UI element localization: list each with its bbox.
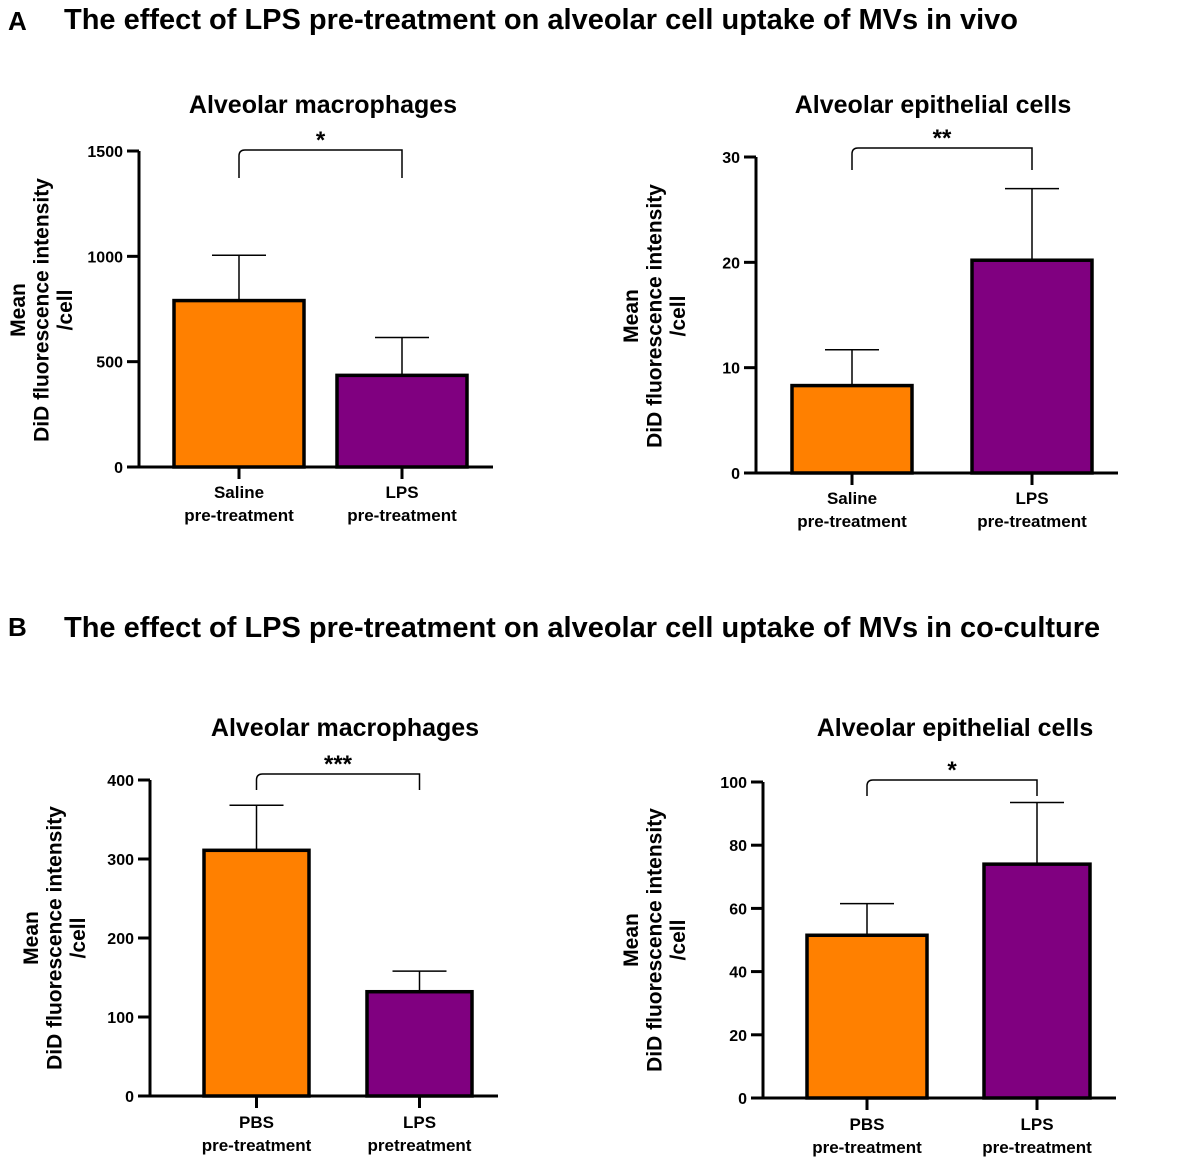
chart-title: Alveolar epithelial cells <box>817 714 1094 742</box>
bar <box>202 848 311 1098</box>
panel-letter-a: A <box>8 6 27 36</box>
y-tick-label: 1000 <box>87 249 123 266</box>
x-category-label: LPS <box>385 483 418 502</box>
y-axis-label-line: /cell <box>667 920 690 961</box>
x-category-label: pre-treatment <box>982 1138 1092 1157</box>
y-axis-label-line: DiD fluorescence intensity <box>30 178 53 442</box>
bar <box>805 933 929 1100</box>
y-tick-label: 20 <box>722 255 740 272</box>
significance-marker: * <box>947 757 957 784</box>
y-tick-label: 500 <box>96 355 123 372</box>
significance-bracket <box>238 149 403 178</box>
significance-marker: * <box>316 127 326 154</box>
significance-marker: ** <box>933 125 952 152</box>
y-tick-label: 100 <box>720 775 747 792</box>
y-axis-label: MeanDiD fluorescence intensity/cell <box>620 184 690 448</box>
bar <box>335 373 469 469</box>
y-axis-label-line: /cell <box>54 290 77 331</box>
y-tick-label: 0 <box>114 460 123 477</box>
y-axis-label: MeanDiD fluorescence intensity/cell <box>20 806 90 1070</box>
x-category-label: pre-treatment <box>184 506 294 525</box>
y-tick-label: 20 <box>729 1028 747 1045</box>
x-category-label: pre-treatment <box>347 506 457 525</box>
y-tick-label: 10 <box>722 361 740 378</box>
significance-marker: *** <box>324 751 353 778</box>
y-tick-label: 300 <box>107 852 134 869</box>
bar <box>970 258 1094 475</box>
y-axis-label: MeanDiD fluorescence intensity/cell <box>620 808 690 1072</box>
y-tick-label: 30 <box>722 150 740 167</box>
y-axis-label-line: DiD fluorescence intensity <box>643 808 666 1072</box>
y-tick-label: 1500 <box>87 144 123 161</box>
y-tick-label: 200 <box>107 931 134 948</box>
x-category-label: pretreatment <box>368 1136 472 1155</box>
chart-title: Alveolar epithelial cells <box>795 91 1072 119</box>
significance-bracket <box>851 147 1033 170</box>
bar <box>172 298 306 469</box>
x-category-label: pre-treatment <box>977 512 1087 531</box>
y-tick-label: 400 <box>107 773 134 790</box>
panel-letter-b: B <box>8 612 27 642</box>
x-category-label: PBS <box>850 1115 885 1134</box>
y-tick-label: 40 <box>729 965 747 982</box>
x-category-label: PBS <box>239 1113 274 1132</box>
y-tick-label: 80 <box>729 838 747 855</box>
panel-title-a: The effect of LPS pre-treatment on alveo… <box>64 4 1018 36</box>
y-tick-label: 100 <box>107 1010 134 1027</box>
x-category-label: pre-treatment <box>797 512 907 531</box>
y-axis-label: MeanDiD fluorescence intensity/cell <box>7 178 77 442</box>
y-tick-label: 0 <box>125 1089 134 1106</box>
x-category-label: pre-treatment <box>812 1138 922 1157</box>
y-tick-label: 0 <box>731 466 740 483</box>
y-axis-label-line: DiD fluorescence intensity <box>643 184 666 448</box>
x-category-label: pre-treatment <box>202 1136 312 1155</box>
x-category-label: Saline <box>827 489 877 508</box>
x-category-label: LPS <box>1015 489 1048 508</box>
y-axis-label-line: /cell <box>667 296 690 337</box>
bar <box>982 862 1092 1100</box>
y-axis-label-line: DiD fluorescence intensity <box>43 806 66 1070</box>
significance-bracket <box>866 779 1038 796</box>
x-category-label: Saline <box>214 483 264 502</box>
bar <box>365 989 474 1098</box>
y-axis-label-line: Mean <box>620 289 643 343</box>
y-axis-label-line: Mean <box>620 913 643 967</box>
panel-title-b: The effect of LPS pre-treatment on alveo… <box>64 612 1101 644</box>
x-category-label: LPS <box>1020 1115 1053 1134</box>
chart-title: Alveolar macrophages <box>189 91 457 119</box>
bar <box>790 383 914 475</box>
y-axis-label-line: Mean <box>20 911 43 965</box>
significance-bracket <box>255 773 421 790</box>
chart-title: Alveolar macrophages <box>211 714 479 742</box>
x-category-label: LPS <box>403 1113 436 1132</box>
y-tick-label: 60 <box>729 901 747 918</box>
y-axis-label-line: Mean <box>7 283 30 337</box>
y-tick-label: 0 <box>738 1091 747 1108</box>
y-axis-label-line: /cell <box>67 918 90 959</box>
